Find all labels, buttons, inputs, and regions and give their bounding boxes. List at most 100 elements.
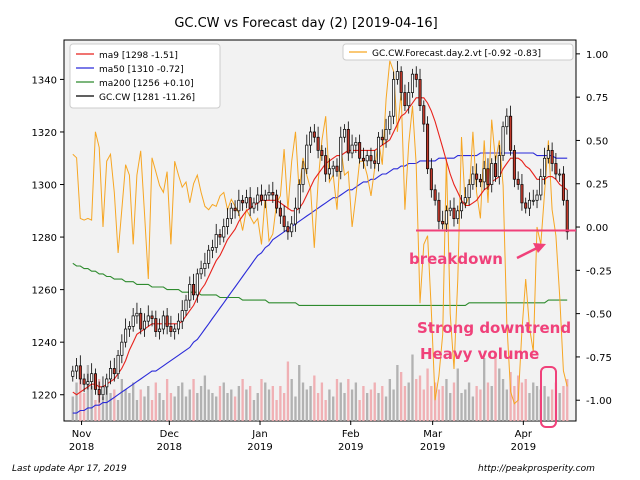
- candle-body: [226, 218, 230, 227]
- candle: [365, 150, 369, 167]
- candle: [214, 223, 218, 253]
- y-right-tick-label: -1.00: [586, 396, 612, 407]
- candle-body: [407, 92, 411, 107]
- candle-body: [433, 189, 437, 201]
- candle-body: [120, 341, 124, 356]
- volume-bar: [305, 389, 308, 421]
- volume-bar: [124, 389, 127, 421]
- candle: [252, 197, 256, 214]
- candle: [448, 200, 452, 217]
- arrow-shaft: [516, 246, 538, 260]
- volume-bar: [313, 375, 316, 421]
- candle-body: [101, 386, 105, 396]
- legend-left: ma9 [1298 -1.51] ma50 [1310 -0.72] ma200…: [69, 43, 221, 109]
- candle: [226, 208, 230, 235]
- candle: [478, 174, 482, 188]
- candle: [392, 71, 396, 125]
- volume-bar: [181, 382, 184, 421]
- candle-body: [78, 365, 82, 380]
- candle-body: [384, 128, 388, 141]
- x-tick-label: Jan: [251, 429, 267, 440]
- candle-body: [105, 378, 109, 388]
- candle: [384, 118, 388, 148]
- candle: [320, 145, 324, 161]
- candle-body: [131, 315, 135, 327]
- volume-bar: [464, 389, 467, 421]
- volume-bar: [294, 396, 297, 421]
- candle: [335, 158, 339, 177]
- candle-body: [380, 136, 384, 141]
- footer-last-update: Last update Apr 17, 2019: [12, 464, 127, 474]
- candle: [444, 205, 448, 232]
- candle-body: [222, 226, 226, 238]
- volume-bar: [505, 389, 508, 421]
- candle-body: [286, 226, 290, 233]
- candle-body: [244, 197, 248, 204]
- candle-body: [509, 115, 513, 151]
- volume-bar: [524, 379, 527, 421]
- y-right-tick-label: 0.00: [586, 223, 608, 234]
- volume-bar: [230, 389, 233, 421]
- candle-body: [192, 284, 196, 296]
- candle-body: [275, 194, 279, 209]
- y-left-tick-label: 1240: [32, 338, 57, 349]
- candlesticks: [71, 61, 569, 403]
- candle: [535, 189, 539, 209]
- volume-bar: [158, 393, 161, 421]
- volume-bar: [184, 396, 188, 421]
- candle-body: [320, 150, 324, 156]
- candle-body: [535, 194, 539, 201]
- candle-body: [475, 173, 479, 180]
- candle: [244, 189, 248, 209]
- volume-bar: [335, 379, 339, 421]
- volume-bar: [120, 379, 124, 421]
- candle-body: [93, 373, 97, 390]
- candle: [290, 216, 294, 238]
- candle-body: [142, 320, 147, 330]
- volume-bar: [271, 386, 274, 421]
- volume-bar: [528, 393, 531, 421]
- candle-body: [203, 262, 207, 269]
- volume-bar: [358, 400, 361, 421]
- candle-body: [90, 373, 94, 382]
- volume-bar: [377, 393, 380, 421]
- volume-bar: [471, 396, 475, 421]
- candle-body: [146, 315, 150, 322]
- candle: [120, 334, 124, 364]
- candle-body: [297, 184, 301, 209]
- volume-bar: [535, 386, 539, 421]
- y-left-tick-label: 1260: [32, 286, 57, 297]
- candle: [475, 163, 479, 188]
- candle-body: [410, 73, 414, 93]
- forecast-line: [72, 60, 568, 405]
- volume-bar: [249, 386, 252, 421]
- volume-bar: [113, 389, 116, 421]
- volume-bar: [173, 396, 176, 421]
- volume-bar: [196, 393, 199, 421]
- ma200-series: [72, 262, 568, 306]
- candle: [173, 323, 177, 340]
- volume-bar: [71, 396, 74, 421]
- volume-bar: [543, 386, 546, 421]
- x-tick-label: Nov: [72, 429, 92, 440]
- annotation-breakdown: breakdown: [409, 250, 503, 268]
- volume-bar: [430, 386, 433, 421]
- candle: [275, 189, 279, 214]
- candle-body: [448, 207, 452, 212]
- candle-body: [392, 79, 396, 117]
- candle-body: [214, 234, 218, 248]
- volume-bar: [154, 382, 157, 421]
- candle-body: [97, 389, 101, 396]
- candle-body: [158, 328, 162, 333]
- y-right-tick-label: 1.00: [586, 50, 608, 61]
- candle-body: [429, 168, 433, 191]
- candle-body: [173, 328, 177, 333]
- candle: [199, 260, 203, 280]
- candle-body: [343, 128, 347, 138]
- axes: 1220 1240 1260 1280 1300 1320 1340 1.00 0.75 0.50…: [32, 50, 612, 453]
- volume-bar: [207, 389, 210, 421]
- candle-body: [124, 328, 128, 343]
- candle-body: [324, 155, 328, 175]
- candle-body: [82, 378, 86, 385]
- candle-body: [139, 312, 143, 330]
